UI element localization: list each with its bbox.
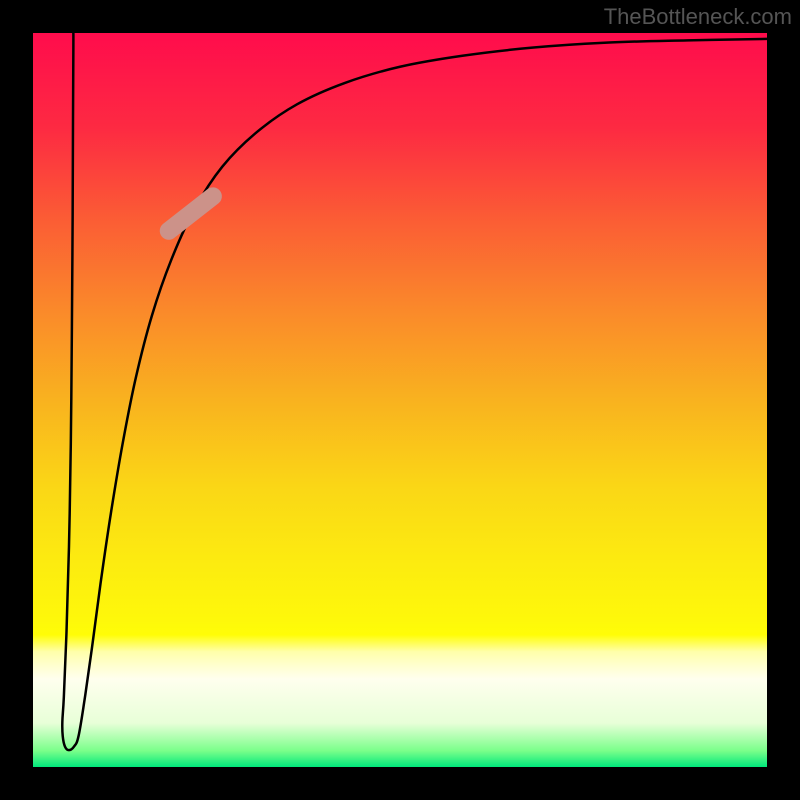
chart-background [33, 33, 767, 767]
attribution-label: TheBottleneck.com [604, 4, 792, 30]
chart-svg [0, 0, 800, 800]
bottleneck-chart: TheBottleneck.com [0, 0, 800, 800]
